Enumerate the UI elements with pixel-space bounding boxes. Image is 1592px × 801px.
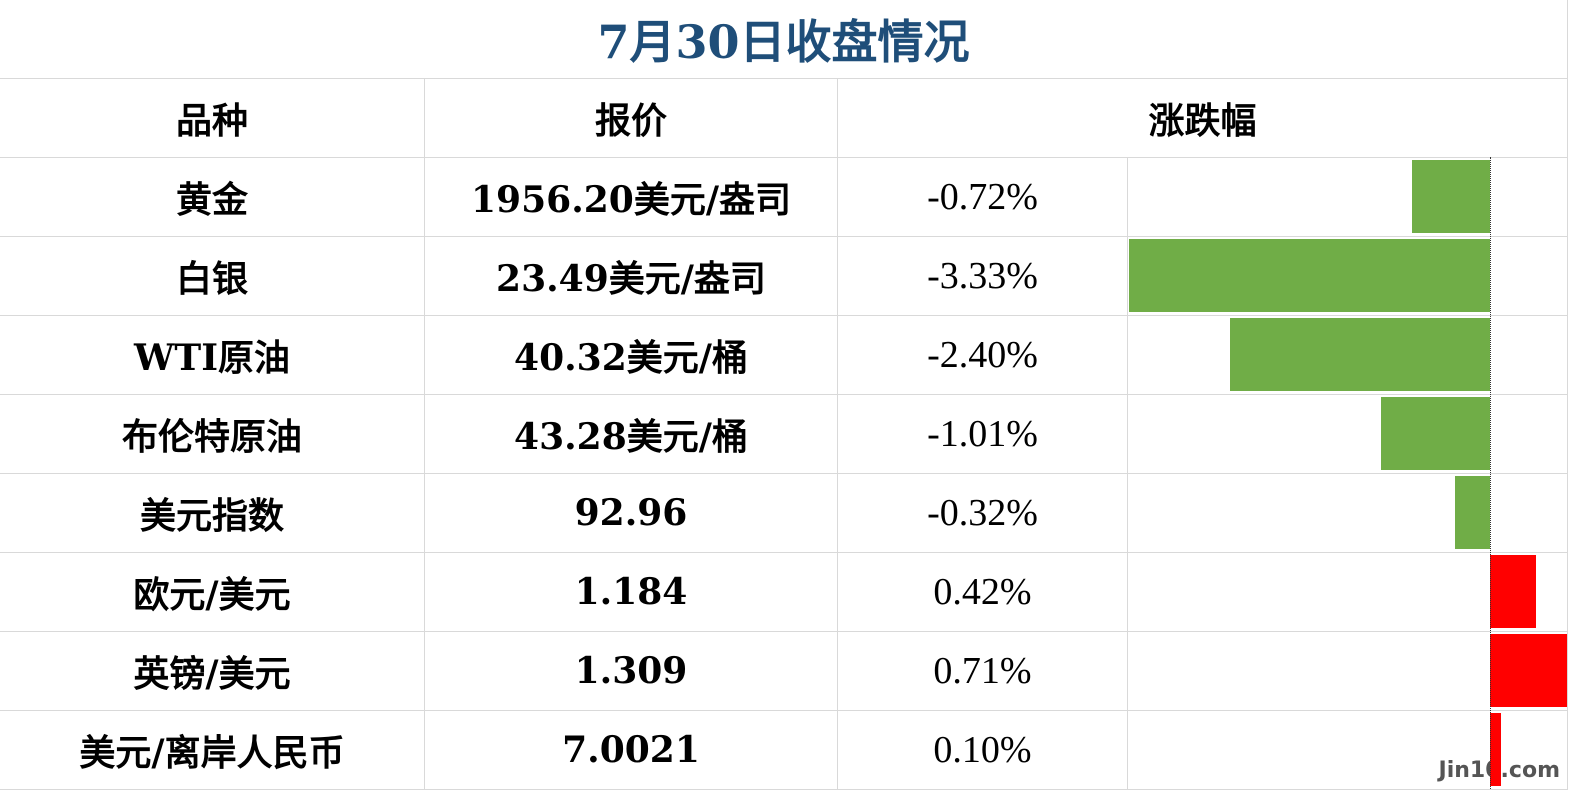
price-cell: 1956.20美元/盎司 — [425, 158, 838, 237]
header-cell: 报价 — [425, 79, 838, 158]
zero-line — [1490, 157, 1492, 789]
bar — [1490, 555, 1536, 628]
change-cell: -0.32% — [838, 474, 1128, 553]
bar-cell — [1128, 632, 1568, 711]
price-cell: 23.49美元/盎司 — [425, 237, 838, 316]
name-cell: WTI原油 — [0, 316, 425, 395]
bar — [1490, 713, 1501, 786]
bar-cell — [1128, 237, 1568, 316]
bar-cell — [1128, 553, 1568, 632]
name-cell: 布伦特原油 — [0, 395, 425, 474]
bar — [1380, 397, 1491, 470]
change-cell: -2.40% — [838, 316, 1128, 395]
header-cell: 品种 — [0, 79, 425, 158]
bar-cell — [1128, 158, 1568, 237]
change-cell: 0.10% — [838, 711, 1128, 790]
name-cell: 美元/离岸人民币 — [0, 711, 425, 790]
price-cell: 92.96 — [425, 474, 838, 553]
price-cell: 1.184 — [425, 553, 838, 632]
name-cell: 欧元/美元 — [0, 553, 425, 632]
bar-cell — [1128, 711, 1568, 790]
change-cell: 0.42% — [838, 553, 1128, 632]
name-cell: 白银 — [0, 237, 425, 316]
change-cell: -0.72% — [838, 158, 1128, 237]
bar — [1411, 160, 1490, 233]
price-cell: 43.28美元/桶 — [425, 395, 838, 474]
bar — [1229, 318, 1490, 391]
change-cell: 0.71% — [838, 632, 1128, 711]
bar-cell — [1128, 474, 1568, 553]
name-cell: 英镑/美元 — [0, 632, 425, 711]
bar-cell — [1128, 316, 1568, 395]
price-cell: 7.0021 — [425, 711, 838, 790]
bar — [1455, 476, 1491, 549]
bar-cell — [1128, 395, 1568, 474]
title: 7月30日收盘情况 — [0, 0, 1568, 79]
price-cell: 40.32美元/桶 — [425, 316, 838, 395]
change-cell: -1.01% — [838, 395, 1128, 474]
change-cell: -3.33% — [838, 237, 1128, 316]
header-cell: 涨跌幅 — [838, 79, 1568, 158]
price-cell: 1.309 — [425, 632, 838, 711]
bar — [1490, 634, 1567, 707]
name-cell: 黄金 — [0, 158, 425, 237]
name-cell: 美元指数 — [0, 474, 425, 553]
bar — [1129, 239, 1491, 312]
